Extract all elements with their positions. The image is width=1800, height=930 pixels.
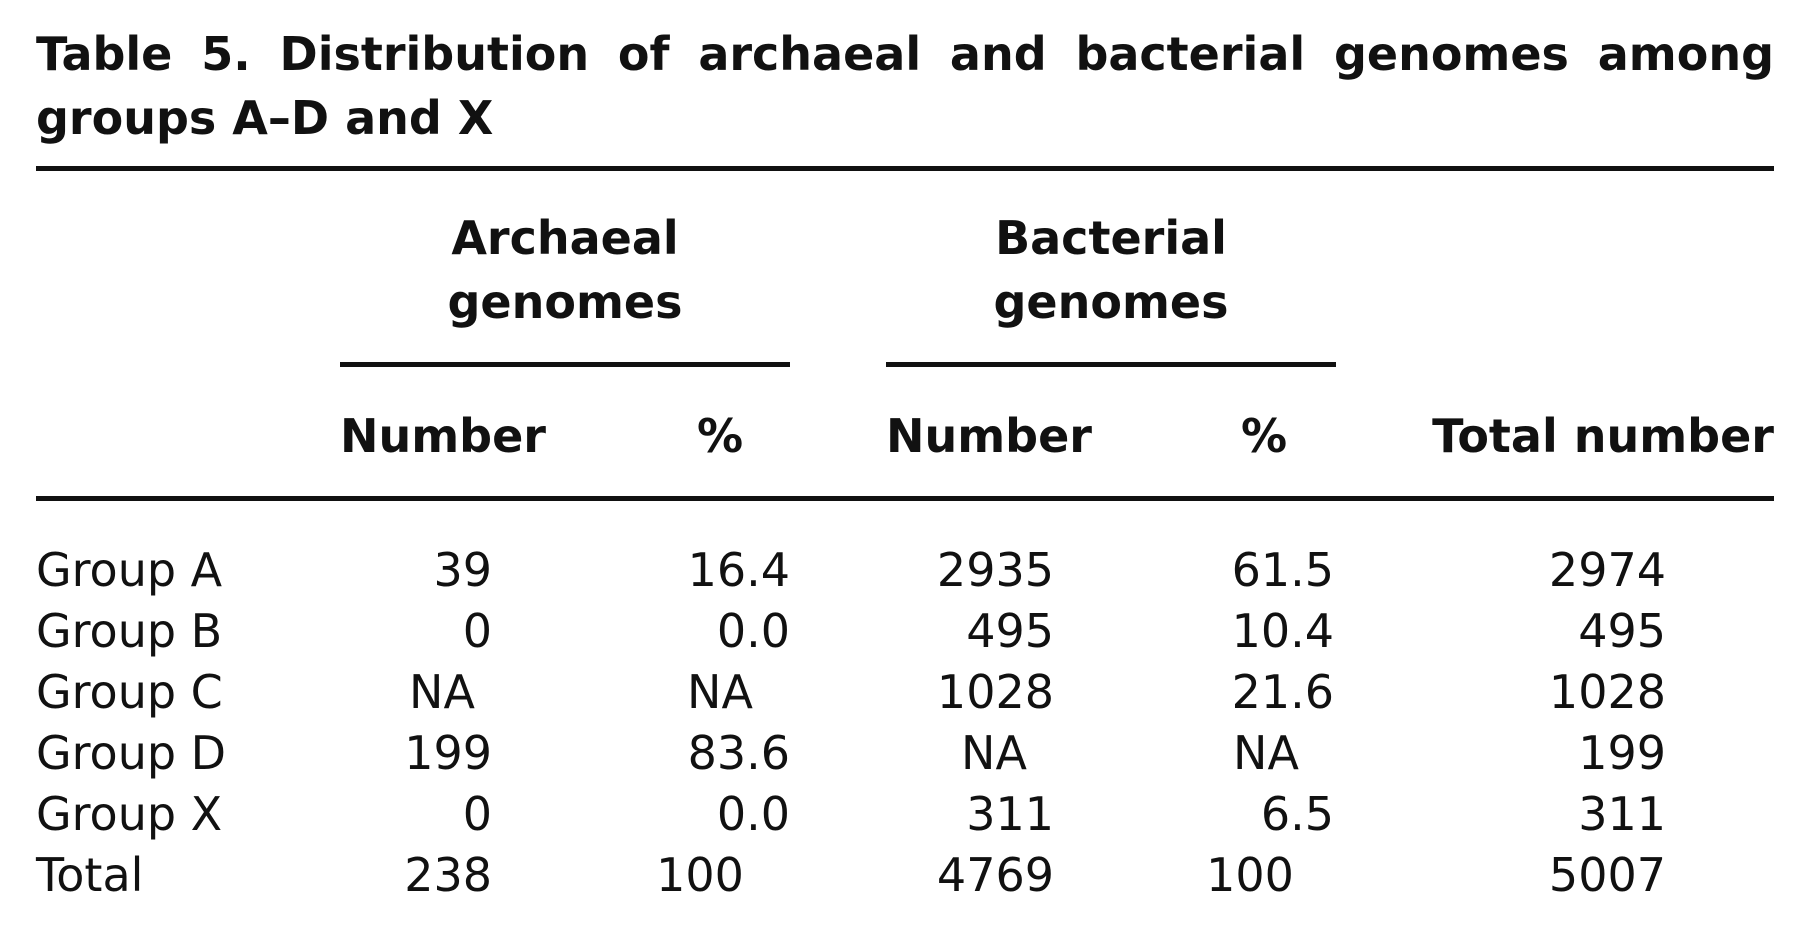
- cell-archaeal-percent: 0.0: [716, 604, 790, 658]
- cell-archaeal-number: 0: [462, 787, 492, 841]
- bacterial-header-line-1: Bacterial: [995, 211, 1227, 265]
- cell-archaeal-number: 0: [462, 604, 492, 658]
- col-header-bacterial-percent: %: [1240, 409, 1288, 463]
- cell-archaeal-percent: NA: [687, 665, 753, 719]
- cell-archaeal-number: 199: [404, 726, 492, 780]
- col-header-archaeal-percent: %: [696, 409, 744, 463]
- header-rule: [36, 496, 1774, 501]
- caption-line-1: Table 5. Distribution of archaeal and ba…: [36, 22, 1774, 86]
- archaeal-header-line-2: genomes: [447, 275, 683, 329]
- archaeal-header-line-1: Archaeal: [451, 211, 679, 265]
- row-label: Group X: [36, 787, 223, 841]
- cell-bacterial-percent: 6.5: [1260, 787, 1334, 841]
- cell-bacterial-number: 1028: [936, 665, 1054, 719]
- cell-bacterial-percent: 10.4: [1231, 604, 1334, 658]
- cell-archaeal-percent: 0.0: [716, 787, 790, 841]
- cell-archaeal-number: NA: [409, 665, 475, 719]
- col-header-total-number: Total number: [1432, 409, 1774, 463]
- bacterial-spanner-rule: [886, 362, 1336, 367]
- cell-bacterial-percent: 100: [1206, 848, 1294, 902]
- caption-label: Table 5.: [36, 27, 251, 81]
- caption-title-line-2: groups A–D and X: [36, 91, 494, 145]
- archaeal-spanner-rule: [340, 362, 790, 367]
- col-header-bacterial-number: Number: [886, 409, 1092, 463]
- cell-bacterial-number: 2935: [936, 543, 1054, 597]
- cell-bacterial-number: 495: [966, 604, 1054, 658]
- table-caption: Table 5. Distribution of archaeal and ba…: [36, 22, 1774, 150]
- row-label-total: Total: [36, 848, 144, 902]
- row-label: Group B: [36, 604, 223, 658]
- cell-bacterial-percent: 61.5: [1231, 543, 1334, 597]
- top-rule: [36, 166, 1774, 171]
- cell-archaeal-number: 238: [404, 848, 492, 902]
- cell-bacterial-number: 311: [966, 787, 1054, 841]
- cell-bacterial-percent: 21.6: [1231, 665, 1334, 719]
- cell-bacterial-percent: NA: [1233, 726, 1299, 780]
- cell-archaeal-number: 39: [433, 543, 492, 597]
- bacterial-header-line-2: genomes: [993, 275, 1229, 329]
- cell-archaeal-percent: 16.4: [687, 543, 790, 597]
- cell-archaeal-percent: 83.6: [687, 726, 790, 780]
- row-label: Group A: [36, 543, 223, 597]
- cell-total-number: 5007: [1548, 848, 1666, 902]
- cell-total-number: 199: [1578, 726, 1666, 780]
- cell-total-number: 495: [1578, 604, 1666, 658]
- cell-total-number: 311: [1578, 787, 1666, 841]
- col-header-archaeal-number: Number: [340, 409, 546, 463]
- cell-archaeal-percent: 100: [656, 848, 744, 902]
- cell-bacterial-number: 4769: [936, 848, 1054, 902]
- cell-total-number: 1028: [1548, 665, 1666, 719]
- cell-bacterial-number: NA: [961, 726, 1027, 780]
- row-label: Group C: [36, 665, 223, 719]
- archaeal-group-header: Archaeal genomes: [340, 206, 790, 334]
- row-label: Group D: [36, 726, 227, 780]
- cell-total-number: 2974: [1548, 543, 1666, 597]
- caption-title-line-1: Distribution of archaeal and bacterial g…: [279, 27, 1774, 81]
- bacterial-group-header: Bacterial genomes: [886, 206, 1336, 334]
